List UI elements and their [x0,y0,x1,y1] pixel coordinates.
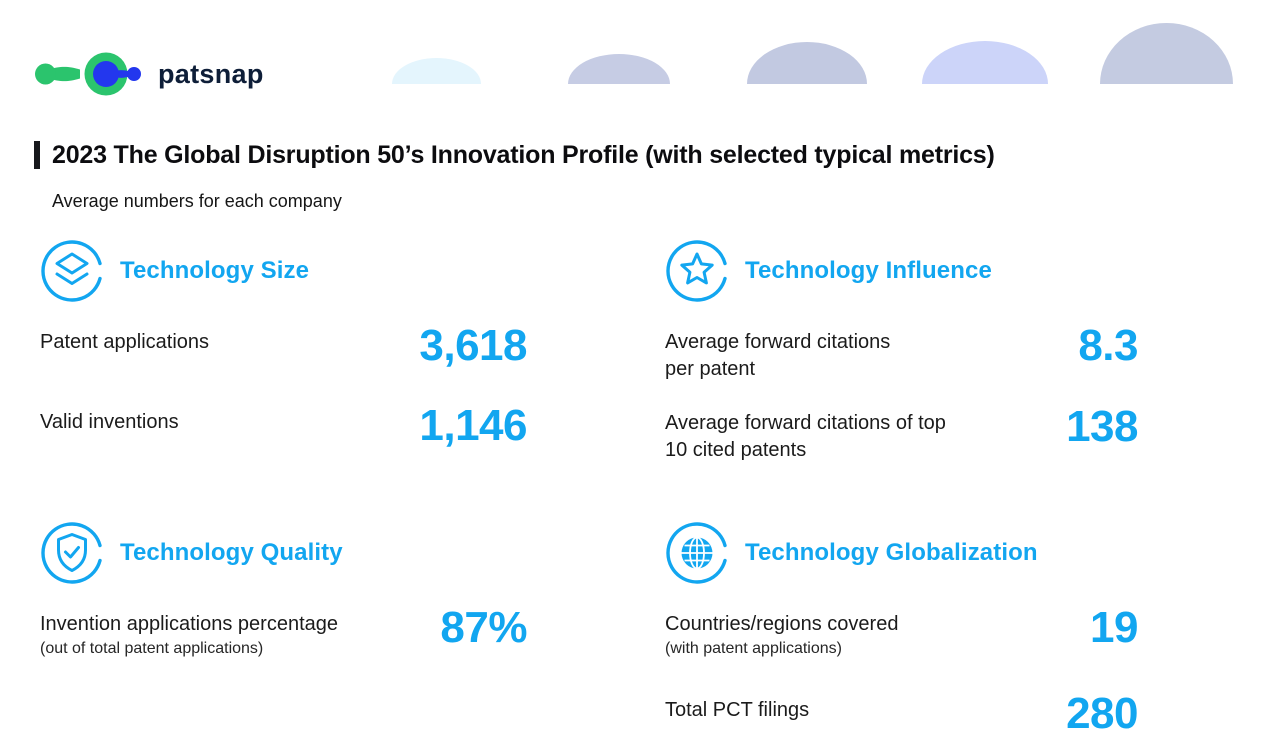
title-accent-bar [34,141,40,169]
section-title: Technology Influence [745,257,992,284]
section-title: Technology Quality [120,539,343,566]
metric-value: 280 [1066,689,1138,738]
metric-value: 3,618 [419,321,527,370]
section-technology-size: Technology Size Patent applications 3,61… [40,238,528,482]
section-header: Technology Size [40,238,527,304]
metric-value: 8.3 [1078,321,1138,370]
metric-label: Invention applications percentage [40,613,338,635]
section-header: Technology Quality [40,520,527,586]
star-icon [666,240,727,302]
patsnap-logo: patsnap [34,52,264,96]
metric-invention-applications-pct: Invention applications percentage (out o… [40,603,528,659]
metric-sublabel: (out of total patent applications) [40,640,264,657]
metric-avg-citations-top10: Average forward citations of top 10 cite… [665,402,1139,464]
metric-value: 138 [1066,402,1138,451]
metric-value: 1,146 [419,401,527,450]
section-title: Technology Size [120,257,310,284]
section-header: Technology Influence [665,238,1138,304]
globe-icon [666,522,727,584]
page-title: 2023 The Global Disruption 50’s Innovati… [52,141,995,169]
decor-dome-2 [568,54,670,84]
shield-check-icon [41,522,102,584]
section-title: Technology Globalization [745,539,1038,566]
metric-avg-forward-citations: Average forward citations per patent 8.3 [665,321,1139,383]
metric-countries-covered: Countries/regions covered (with patent a… [665,603,1139,659]
title-block: 2023 The Global Disruption 50’s Innovati… [34,139,995,171]
section-technology-globalization: Technology Globalization Countries/regio… [665,520,1139,742]
metric-label: Average forward citations of top 10 cite… [665,412,946,461]
page-subtitle: Average numbers for each company [52,191,342,211]
section-technology-quality: Technology Quality Invention application… [40,520,528,659]
metric-label: Countries/regions covered [665,613,899,635]
decor-dome-1 [392,58,481,84]
metric-label: Patent applications [40,331,210,353]
metric-value: 19 [1090,603,1138,652]
metric-label: Valid inventions [40,411,179,433]
section-header: Technology Globalization [665,520,1138,586]
metric-label: Average forward citations per patent [665,331,891,380]
decor-dome-3 [747,42,867,84]
section-technology-influence: Technology Influence Average forward cit… [665,238,1139,484]
metric-sublabel: (with patent applications) [665,640,842,657]
decor-dome-4 [922,41,1048,84]
layers-icon [41,240,102,302]
logo-wordmark: patsnap [158,58,264,89]
decor-dome-5 [1100,23,1233,84]
metric-value: 87% [440,603,527,652]
metric-valid-inventions: Valid inventions 1,146 [40,401,528,450]
metric-patent-applications: Patent applications 3,618 [40,321,528,370]
metric-label: Total PCT filings [665,699,810,721]
patsnap-logo-icon [35,52,141,96]
metric-total-pct-filings: Total PCT filings 280 [665,689,1139,738]
